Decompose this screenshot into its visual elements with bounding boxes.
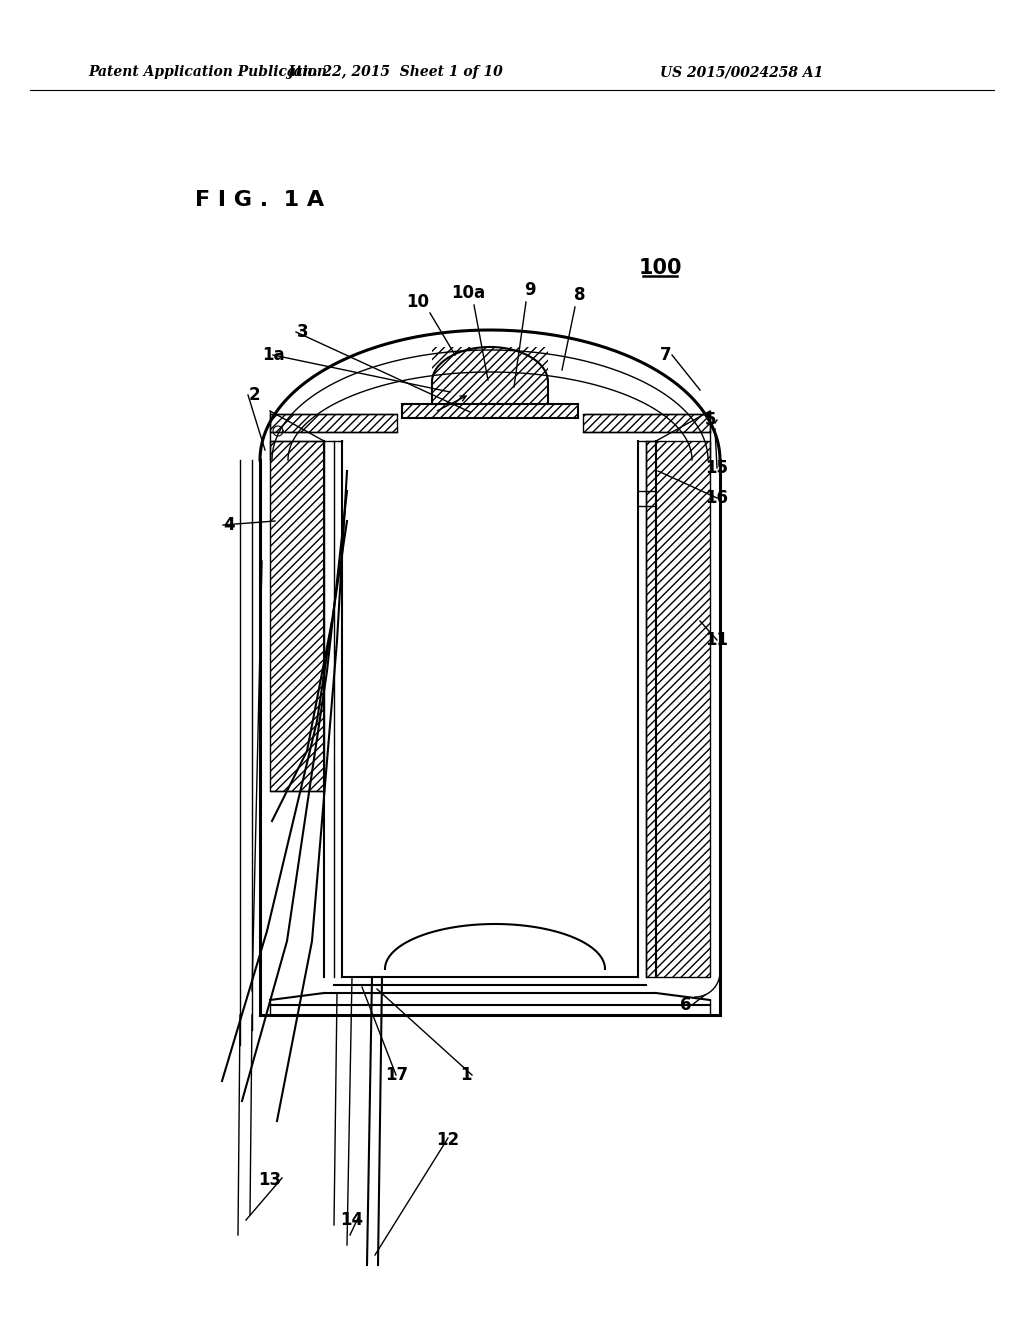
Text: F I G .  1 A: F I G . 1 A: [195, 190, 325, 210]
Text: 10: 10: [407, 293, 429, 312]
Text: 16: 16: [705, 488, 728, 507]
Text: 11: 11: [705, 631, 728, 649]
Bar: [583, 414, 710, 432]
Bar: [270, 414, 397, 432]
Text: 6: 6: [680, 997, 691, 1014]
Text: 5: 5: [705, 411, 717, 429]
Text: 17: 17: [385, 1067, 408, 1084]
Text: 2: 2: [249, 385, 260, 404]
Text: 10a: 10a: [451, 284, 485, 302]
Text: 9: 9: [524, 281, 536, 300]
Text: 1a: 1a: [262, 346, 285, 364]
Text: 1: 1: [460, 1067, 471, 1084]
Text: 3: 3: [296, 323, 308, 341]
Text: 15: 15: [705, 459, 728, 477]
Text: US 2015/0024258 A1: US 2015/0024258 A1: [660, 65, 823, 79]
Text: 100: 100: [638, 257, 682, 279]
Bar: [402, 404, 578, 418]
Text: 14: 14: [340, 1210, 364, 1229]
Text: 4: 4: [223, 516, 234, 535]
Text: 13: 13: [258, 1171, 282, 1189]
Text: 12: 12: [436, 1131, 460, 1148]
Bar: [270, 441, 324, 791]
Text: Patent Application Publication: Patent Application Publication: [88, 65, 327, 79]
Bar: [432, 347, 548, 404]
Text: 8: 8: [574, 286, 586, 304]
Bar: [646, 441, 710, 977]
Text: Jan. 22, 2015  Sheet 1 of 10: Jan. 22, 2015 Sheet 1 of 10: [287, 65, 503, 79]
Text: 7: 7: [660, 346, 672, 364]
